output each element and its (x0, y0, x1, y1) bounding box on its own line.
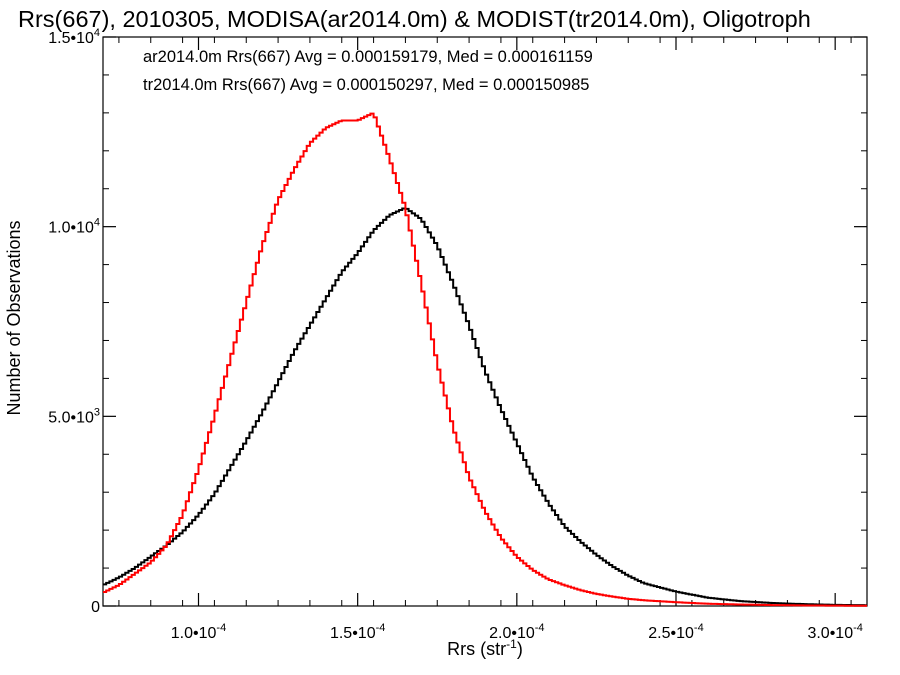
x-tick-label-mantissa: 1.5•10 (330, 625, 376, 642)
axis-ticks: 1.0•10-4 1.5•10-4 2.0•10-4 2.5•10-4 3.0•10-4… (48, 27, 867, 642)
x-axis-label-sup: -1 (506, 637, 517, 651)
y-tick-label-exponent: 4 (94, 217, 100, 229)
x-axis-label-main: Rrs (str (447, 639, 506, 659)
x-tick-label-mantissa: 3.0•10 (807, 625, 853, 642)
y-tick-label: 0 (91, 599, 100, 616)
annotation-tr2014: tr2014.0m Rrs(667) Avg = 0.000150297, Me… (143, 76, 589, 94)
x-tick-label: 2.0•10-4 (489, 622, 544, 642)
x-tick-label-exponent: -4 (216, 622, 226, 634)
y-tick-label: 5.0•103 (48, 406, 100, 426)
y-tick-label: 1.5•104 (48, 27, 100, 47)
x-tick-label-exponent: -4 (535, 622, 545, 634)
x-tick-label: 3.0•10-4 (807, 622, 862, 642)
plot-area (102, 36, 868, 607)
plot-border (102, 36, 868, 607)
y-tick-label: 1.0•104 (48, 217, 100, 237)
x-tick-label-mantissa: 2.5•10 (648, 625, 694, 642)
x-tick-label-mantissa: 2.0•10 (489, 625, 535, 642)
series-ar2014-histogram (103, 207, 867, 607)
x-tick-label: 1.0•10-4 (171, 622, 226, 642)
x-tick-label-exponent: -4 (694, 622, 704, 634)
x-tick-label-exponent: -4 (853, 622, 863, 634)
y-axis-label: Number of Observations (4, 220, 24, 415)
series-layer (103, 112, 867, 607)
annotation-ar2014: ar2014.0m Rrs(667) Avg = 0.000159179, Me… (143, 48, 593, 66)
x-tick-label: 1.5•10-4 (330, 622, 385, 642)
y-tick-label-mantissa: 5.0•10 (48, 409, 94, 426)
y-tick-label-mantissa: 0 (91, 599, 100, 616)
y-tick-label-exponent: 4 (94, 27, 100, 39)
x-tick-label: 2.5•10-4 (648, 622, 703, 642)
x-axis-label-close: ) (517, 639, 523, 659)
x-tick-label-exponent: -4 (376, 622, 386, 634)
chart-title: Rrs(667), 2010305, MODISA(ar2014.0m) & M… (18, 6, 811, 32)
series-tr2014-histogram (103, 112, 867, 607)
x-axis-label: Rrs (str-1) (447, 637, 523, 659)
y-tick-label-mantissa: 1.5•10 (48, 30, 94, 47)
y-tick-label-exponent: 3 (94, 406, 100, 418)
x-tick-label-mantissa: 1.0•10 (171, 625, 217, 642)
y-tick-label-mantissa: 1.0•10 (48, 220, 94, 237)
